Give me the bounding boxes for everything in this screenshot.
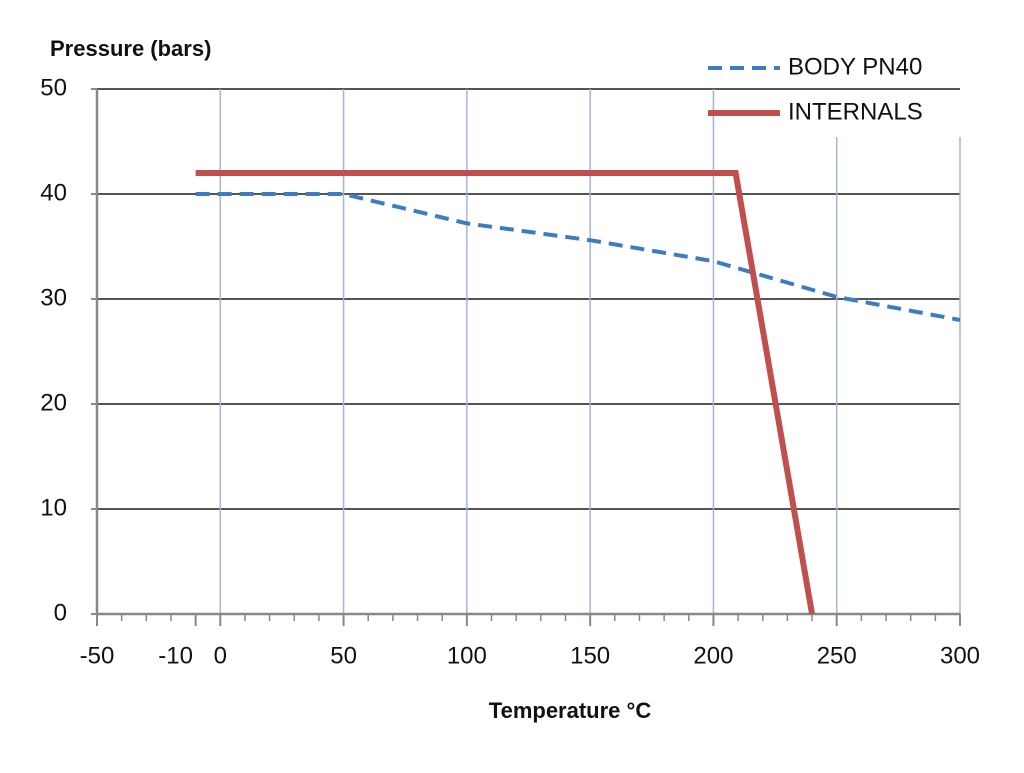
x-axis-title: Temperature °C — [489, 698, 652, 723]
y-tick-label: 10 — [40, 494, 67, 521]
x-tick-label: 200 — [693, 642, 733, 669]
y-axis-title: Pressure (bars) — [50, 36, 211, 61]
x-tick-label: 300 — [940, 642, 980, 669]
series-line — [195, 170, 816, 615]
x-tick-label: -50 — [80, 642, 115, 669]
x-tick-label: 100 — [447, 642, 487, 669]
x-tick-label: 150 — [570, 642, 610, 669]
y-tick-label: 20 — [40, 389, 67, 416]
y-tick-label: 30 — [40, 284, 67, 311]
y-tick-label: 40 — [40, 179, 67, 206]
x-tick-label: 250 — [817, 642, 857, 669]
x-tick-label: 0 — [214, 642, 227, 669]
y-tick-label: 50 — [40, 74, 67, 101]
y-tick-label: 0 — [54, 599, 67, 626]
series-line — [195, 192, 961, 322]
legend-label: INTERNALS — [788, 98, 923, 125]
x-tick-label: -10 — [158, 642, 193, 669]
x-tick-label: 50 — [330, 642, 357, 669]
legend-label: BODY PN40 — [788, 53, 922, 80]
